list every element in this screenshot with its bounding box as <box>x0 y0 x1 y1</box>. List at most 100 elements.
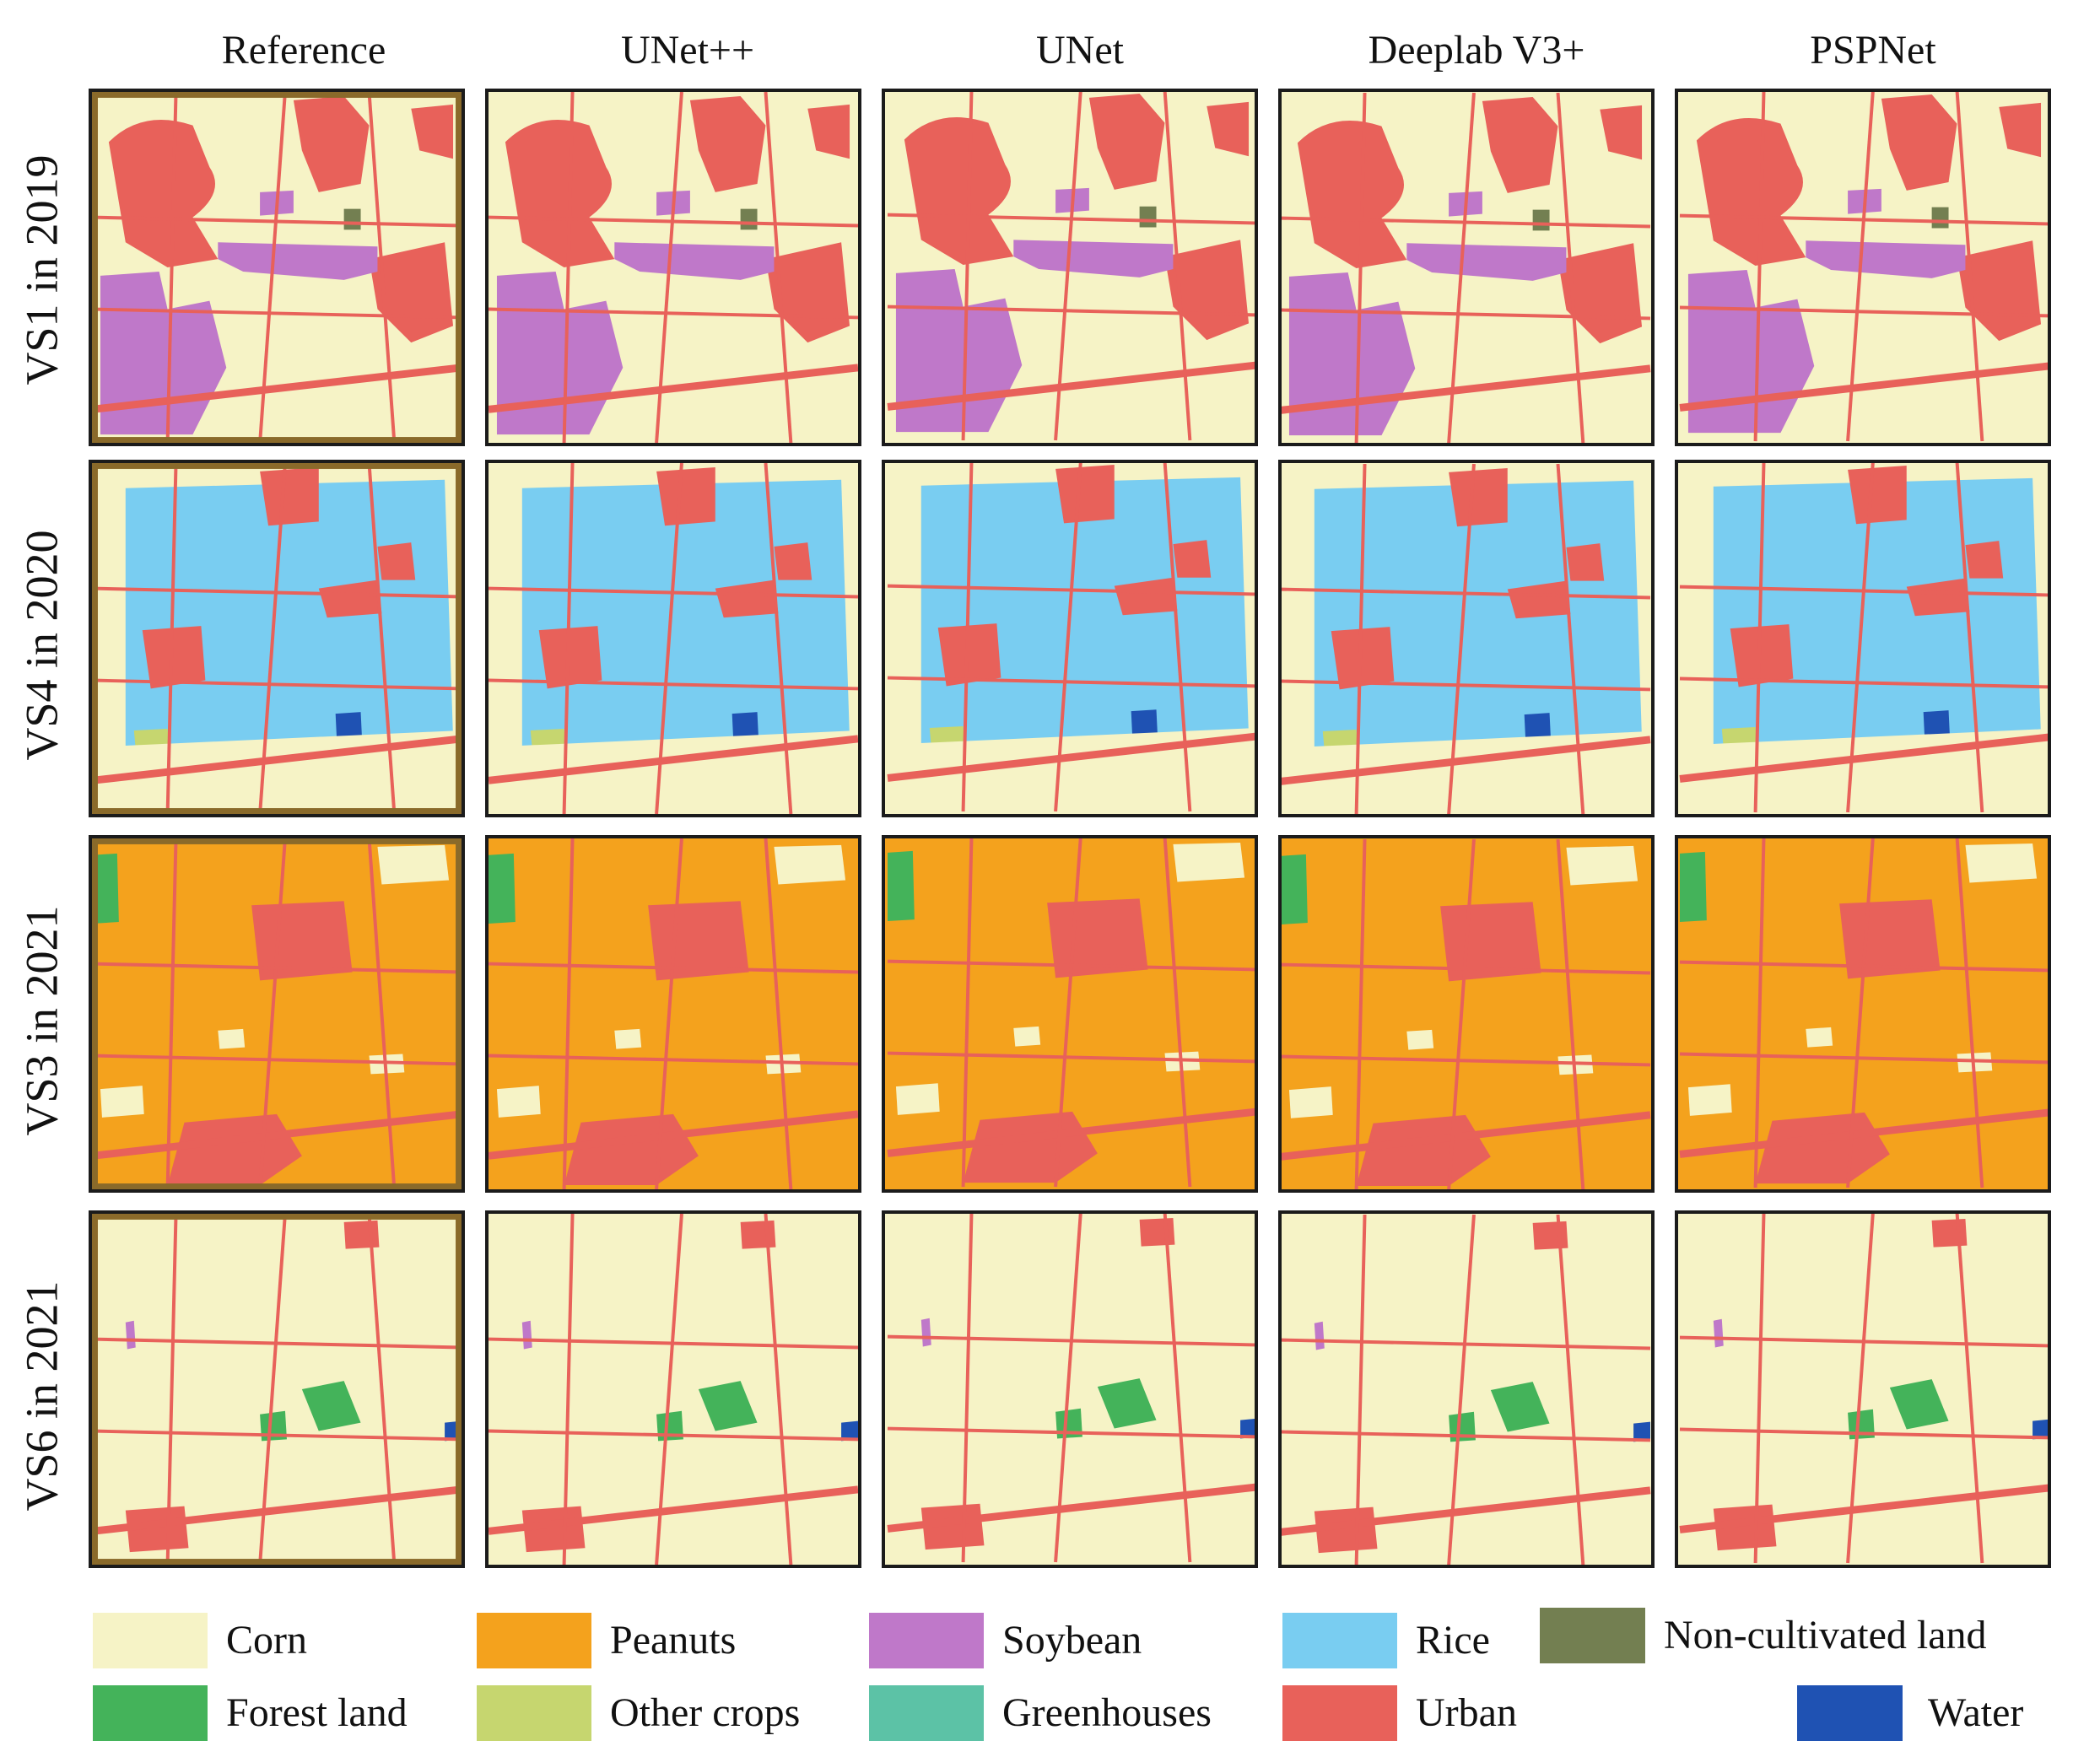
map-region-urban <box>1139 1217 1175 1247</box>
map-road <box>489 1054 858 1066</box>
map-region-urban <box>1848 465 1907 525</box>
map-road <box>1354 92 1367 443</box>
map-road <box>887 676 1255 688</box>
map-road <box>1753 463 1766 813</box>
classification-map-r1-c4 <box>1278 89 1655 446</box>
map-road <box>1282 364 1651 414</box>
classification-map-r3-c2 <box>485 835 861 1193</box>
map-road <box>887 584 1255 596</box>
map-road <box>1679 1427 2048 1440</box>
legend-item-noncultivated: Non-cultivated land <box>1540 1608 1987 1663</box>
map-road <box>961 1214 974 1563</box>
map-road <box>489 307 858 320</box>
map-region-urban <box>1507 580 1571 619</box>
classification-map-r3-c5 <box>1675 835 2051 1193</box>
map-road <box>1556 838 1585 1189</box>
map-region-urban <box>564 1113 699 1186</box>
map-road <box>1282 1054 1651 1067</box>
map-region-water <box>1633 1421 1651 1442</box>
map-road <box>92 307 462 320</box>
classification-map-r1-c2 <box>485 89 861 446</box>
map-region-forest <box>1097 1378 1157 1429</box>
map-road <box>92 215 462 228</box>
map-canvas <box>489 1214 858 1565</box>
map-road <box>1679 960 2048 973</box>
map-road <box>1679 1108 2048 1158</box>
map-road <box>887 1108 1255 1157</box>
classification-map-r4-c5 <box>1675 1210 2051 1568</box>
map-region-urban <box>318 579 382 618</box>
legend-swatch-soybean <box>869 1613 984 1668</box>
map-road <box>1753 838 1766 1188</box>
legend-label-rice: Rice <box>1416 1618 1490 1663</box>
map-canvas <box>885 463 1255 814</box>
legend-swatch-corn <box>93 1613 208 1668</box>
map-region-urban <box>715 579 779 618</box>
map-region-soybean <box>521 1320 532 1350</box>
map-region-urban <box>1566 543 1605 581</box>
legend-label-greenhouses: Greenhouses <box>1002 1690 1212 1735</box>
legend-item-peanuts: Peanuts <box>477 1613 736 1668</box>
map-road <box>1282 308 1651 321</box>
legend-item-soybean: Soybean <box>869 1613 1142 1668</box>
row-label-text: VS1 in 2019 <box>17 154 68 385</box>
legend-swatch-water <box>1797 1685 1903 1741</box>
map-canvas <box>1282 463 1651 814</box>
classification-map-r2-c4 <box>1278 460 1655 817</box>
map-road <box>165 463 178 814</box>
map-road <box>655 1214 683 1565</box>
map-region-urban <box>1713 1504 1777 1551</box>
map-road <box>258 838 287 1189</box>
map-region-corn <box>774 844 846 885</box>
map-road <box>1846 92 1875 442</box>
map-road <box>887 361 1255 411</box>
map-region-urban <box>1088 93 1165 190</box>
row-label-text: VS4 in 2020 <box>17 530 68 761</box>
map-region-urban <box>505 120 615 267</box>
map-road <box>258 92 287 443</box>
map-region-urban <box>1532 1221 1568 1250</box>
column-header-reference: Reference <box>221 28 386 73</box>
map-road <box>562 463 575 814</box>
map-region-urban <box>1055 464 1115 524</box>
legend-swatch-rice <box>1282 1613 1397 1668</box>
map-region-corn <box>1687 1084 1732 1116</box>
map-road <box>92 962 462 974</box>
classification-map-r1-c3 <box>882 89 1258 446</box>
legend-swatch-greenhouses <box>869 1685 984 1741</box>
map-road <box>1679 305 2048 318</box>
map-road <box>1354 463 1367 814</box>
legend-swatch-noncultivated <box>1540 1608 1645 1663</box>
map-road <box>764 838 793 1189</box>
map-region-othercrops <box>133 728 170 749</box>
map-region-urban <box>1600 105 1643 160</box>
map-region-corn <box>1013 1026 1041 1047</box>
legend-item-urban: Urban <box>1282 1685 1517 1741</box>
map-region-urban <box>740 1220 776 1249</box>
map-road <box>258 1214 287 1565</box>
map-region-urban <box>1931 1218 1968 1248</box>
map-region-corn <box>496 1086 541 1118</box>
map-canvas <box>92 463 462 814</box>
map-region-urban <box>260 466 319 526</box>
map-region-soybean <box>614 242 775 280</box>
map-road <box>1054 463 1082 812</box>
map-region-corn <box>1173 842 1245 882</box>
map-road <box>92 1429 462 1442</box>
map-canvas <box>885 838 1255 1189</box>
map-road <box>887 305 1255 317</box>
map-road <box>367 1214 397 1565</box>
map-region-urban <box>1314 1506 1378 1554</box>
map-canvas <box>1678 92 2048 443</box>
map-region-urban <box>167 1113 302 1186</box>
map-road <box>258 463 287 814</box>
legend-label-urban: Urban <box>1416 1690 1517 1735</box>
map-road <box>92 1054 462 1066</box>
map-road <box>1282 679 1651 692</box>
map-region-water <box>2033 1419 2048 1440</box>
map-road <box>887 1483 1255 1533</box>
map-road <box>562 838 575 1189</box>
map-region-urban <box>689 95 766 192</box>
map-road <box>1054 838 1082 1188</box>
classification-map-r1-c5 <box>1675 89 2051 446</box>
